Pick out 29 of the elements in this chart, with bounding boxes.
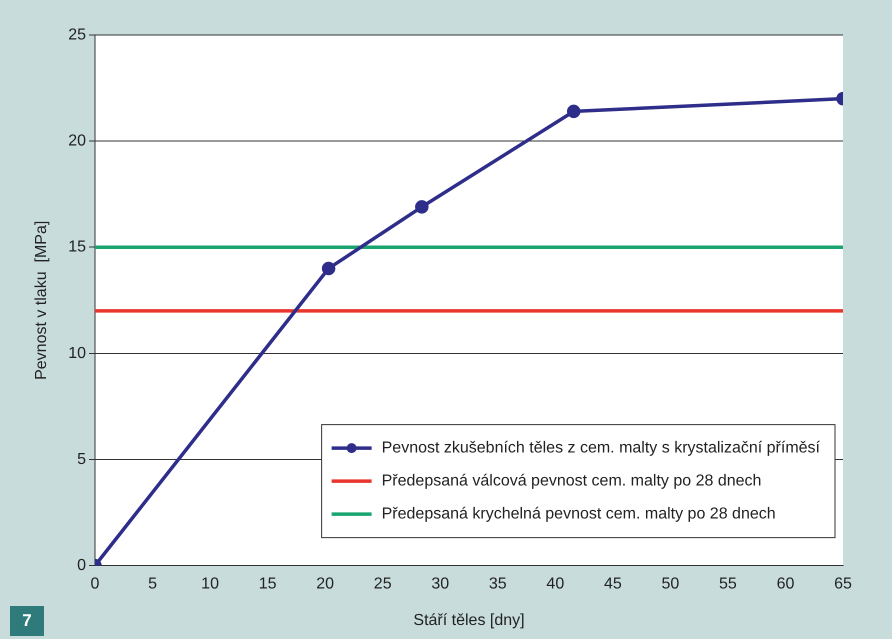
x-tick-label: 0 [90,576,100,593]
x-tick-label: 10 [201,576,220,593]
x-tick-label: 35 [488,576,507,593]
point [322,262,336,276]
y-tick-label: 10 [68,344,86,362]
x-tick-label: 15 [258,576,277,593]
x-tick-label: 25 [374,576,392,593]
x-tick-label: 60 [776,576,794,593]
x-tick-label: 40 [546,576,564,593]
y-axis-title: Pevnost v tlaku [MPa] [33,220,50,380]
y-tick-label: 15 [68,238,86,256]
y-tick-label: 5 [77,450,86,468]
x-tick-label: 55 [719,576,737,593]
x-tick-label: 20 [316,576,334,593]
legend-label: Předepsaná krychelná pevnost cem. malty po 28 dnech [382,506,776,523]
y-tick-label: 20 [68,132,86,150]
x-tick-label: 45 [604,576,622,593]
x-axis-title: Stáří těles [dny] [413,612,525,629]
point [566,104,580,118]
legend-label: Předepsaná válcová pevnost cem. malty po 28 dnech [382,472,762,490]
y-tick-label: 25 [68,26,86,44]
point [415,200,429,214]
x-tick-label: 5 [148,576,158,593]
text: 7 [10,606,44,636]
x-tick-label: 65 [834,576,852,593]
legend-label: Pevnost zkušebních těles z cem. malty s krystalizační příměsí [382,440,821,457]
y-tick-label: 0 [77,557,86,574]
x-tick-label: 30 [431,576,450,593]
x-tick-label: 50 [661,576,680,593]
